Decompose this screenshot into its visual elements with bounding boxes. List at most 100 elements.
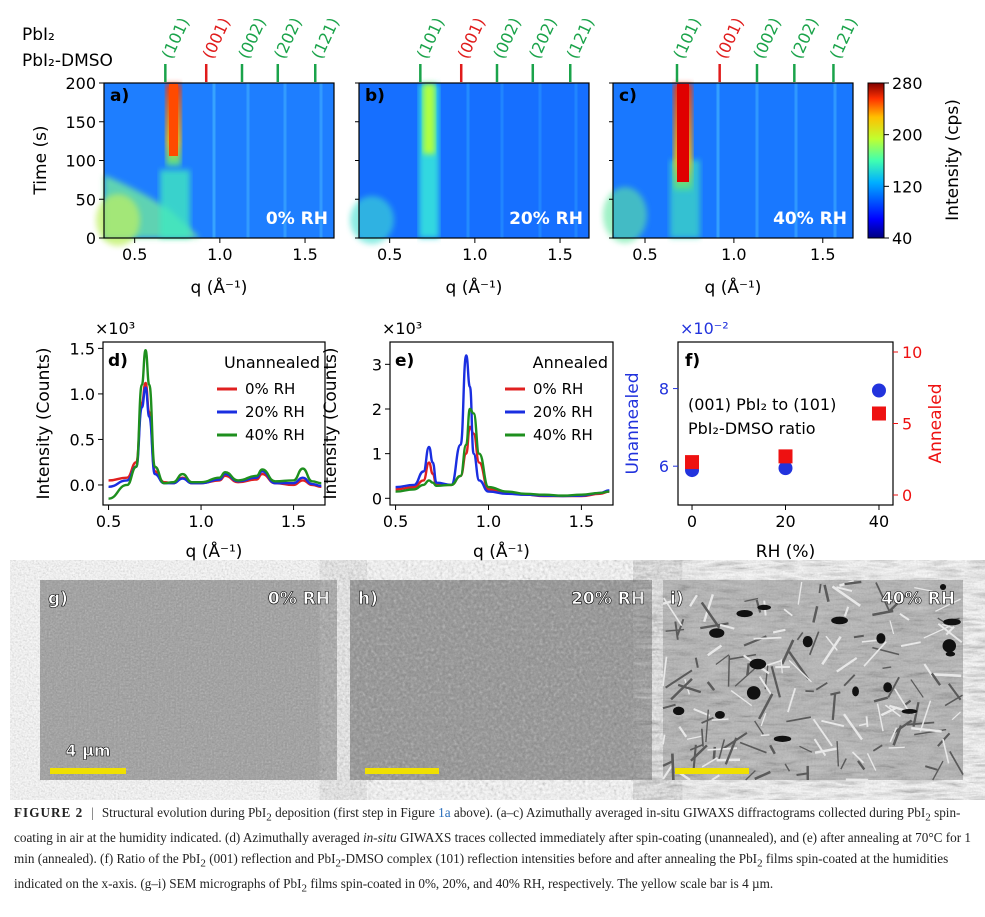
fiber [739, 741, 767, 754]
peak-label: (001) [199, 15, 234, 62]
fiber [914, 586, 933, 592]
sem-rh-label-g: 0% RH [268, 589, 330, 609]
caption-text: films spin-coated in 0%, 20%, and 40% RH… [307, 876, 774, 892]
fiber [671, 753, 675, 781]
caption-lead: FIGURE 2 [14, 805, 84, 820]
caption-sub: 2 [335, 857, 342, 870]
peak-label: (121) [826, 15, 861, 62]
fiber [701, 756, 718, 768]
fiber [772, 628, 786, 634]
void [943, 618, 961, 626]
fiber [770, 666, 781, 698]
panel-letter: e) [395, 351, 414, 371]
colorbar-label: Intensity (cps) [943, 99, 963, 221]
void [901, 708, 918, 714]
fiber [686, 735, 704, 740]
fiber [851, 751, 865, 764]
x-tick-label: 1.0 [188, 512, 213, 531]
fiber [730, 689, 753, 707]
void [939, 584, 947, 590]
fiber [662, 656, 668, 687]
fiber [707, 644, 723, 657]
fiber [836, 741, 840, 767]
x-tick-label: 1.5 [292, 245, 317, 264]
caption-text: films spin-coated at the humidities indi… [14, 850, 949, 892]
scale-bar-label: 4 µm [65, 741, 110, 760]
fiber [942, 738, 950, 764]
x-tick-label: 0 [687, 512, 697, 531]
fiber [705, 709, 710, 743]
series-line-3 [395, 407, 610, 497]
fiber [873, 696, 889, 703]
legend-entry: 0% RH [533, 380, 583, 398]
x-tick-label: 0.5 [122, 245, 147, 264]
scale-bar [365, 768, 439, 774]
figure: PbI₂ PbI₂-DMSO 40 [22, 15, 964, 782]
fiber [788, 659, 812, 683]
fiber [951, 711, 961, 721]
y-tick-label: 1 [372, 445, 382, 464]
fiber [844, 580, 862, 586]
heatmap-rh-label: 40% RH [773, 209, 847, 229]
y-tick-label-left: 8 [659, 380, 669, 399]
fiber [796, 631, 804, 641]
void [757, 604, 772, 611]
peak-label: (202) [787, 15, 822, 62]
panel-letter: a) [110, 86, 129, 106]
plot-ylabel: Intensity (Counts) [321, 347, 341, 499]
fiber [876, 703, 884, 732]
caption-figure-link[interactable]: 1a [438, 805, 451, 820]
fiber [711, 718, 729, 721]
fiber [872, 609, 894, 617]
x-tick-label: 0.5 [632, 245, 657, 264]
fiber [900, 641, 921, 647]
caption-sub: 2 [266, 811, 272, 824]
fiber [882, 666, 892, 670]
fiber [949, 751, 964, 775]
void [942, 639, 957, 653]
fiber [665, 628, 685, 632]
panel-letter: f) [685, 351, 700, 371]
peak-label: (202) [270, 15, 305, 62]
fiber [836, 656, 858, 673]
fiber [892, 724, 903, 746]
fiber [769, 744, 776, 755]
plot-frame [389, 341, 614, 506]
y-tick-label: 1.5 [70, 339, 95, 358]
series-line-3 [108, 348, 322, 500]
ylabel-left: Unannealed [623, 372, 643, 474]
fiber [836, 586, 853, 593]
caption-text: GIWAXS traces collected immediately afte… [14, 830, 972, 866]
void [876, 633, 886, 644]
legend-pbi2: PbI₂ [22, 25, 55, 45]
fiber [780, 639, 795, 665]
y-multiplier: ×10³ [95, 319, 135, 338]
x-tick-label: 0.5 [377, 245, 402, 264]
x-tick-label: 0.5 [383, 512, 408, 531]
fiber [930, 672, 942, 686]
legend-entry: 40% RH [245, 426, 305, 444]
fiber [715, 654, 730, 665]
void [749, 658, 767, 670]
x-tick-label: 1.5 [281, 512, 306, 531]
fiber [745, 770, 756, 781]
y-tick-label: 2 [372, 400, 382, 419]
fiber [694, 657, 699, 668]
y-tick-label: 50 [76, 190, 96, 209]
caption-text: (001) reflection and PbI [205, 850, 336, 866]
caption-text: spin-coating in air at the humidity indi… [14, 805, 961, 846]
fiber [821, 719, 845, 728]
void [802, 635, 813, 648]
point-annealed [685, 455, 700, 470]
fiber [689, 743, 704, 751]
plot-xlabel: RH (%) [756, 542, 815, 562]
fiber [690, 744, 708, 762]
fiber [700, 601, 721, 629]
void [852, 686, 859, 697]
panel-letter-g: g) [48, 589, 68, 609]
y-tick-label-left: 6 [659, 457, 669, 476]
caption-text: -DMSO complex (101) reflection intensiti… [341, 850, 758, 866]
fiber [706, 681, 716, 691]
y-tick-label-right: 10 [902, 343, 922, 362]
fiber [843, 713, 863, 741]
